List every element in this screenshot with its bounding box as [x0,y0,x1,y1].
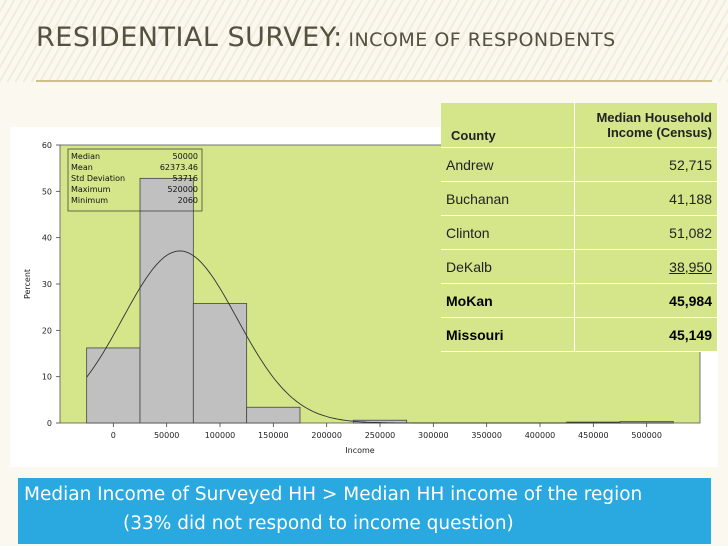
stats-value: 53716 [173,174,198,183]
table-cell-income: 51,082 [574,215,717,250]
table-row: DeKalb 38,950 [441,249,717,284]
table-row: Buchanan 41,188 [441,181,717,216]
table-header-income: Median Household Income (Census) [574,103,717,148]
footer-line-2: (33% did not respond to income question) [123,513,514,534]
table-cell-income: 45,149 [574,317,717,352]
table-cell-income: 38,950 [574,249,717,284]
y-tick-label: 60 [42,141,52,150]
histogram-bar [246,406,301,424]
x-tick-label: 400000 [525,431,556,440]
stats-label: Median [71,152,100,161]
table-cell-income: 52,715 [574,147,717,182]
stats-value: 50000 [173,152,198,161]
table-cell-county: Missouri [441,317,575,352]
y-tick-label: 0 [47,419,52,428]
histogram-bar [192,303,248,424]
table-cell-county: DeKalb [441,249,575,284]
table-row: MoKan 45,984 [441,283,717,318]
y-tick-label: 40 [42,234,52,243]
table-header-county: County [441,103,575,148]
x-tick-label: 0 [111,431,116,440]
title-divider [36,80,712,82]
table-row: Andrew 52,715 [441,147,717,182]
table-cell-county: Clinton [441,215,575,250]
normal-curve [86,250,674,424]
stats-label: Maximum [71,185,111,194]
x-tick-label: 200000 [311,431,342,440]
footer-line-1: Median Income of Surveyed HH > Median HH… [24,484,643,505]
table-cell-county: Buchanan [441,181,575,216]
table-cell-income: 41,188 [574,181,717,216]
x-axis-label: Income [345,446,375,455]
histogram-bar [139,177,194,424]
y-tick-label: 30 [42,280,52,289]
table-header-row: County Median Household Income (Census) [441,103,717,148]
stats-box [67,148,203,212]
x-tick-label: 450000 [578,431,609,440]
title-band [0,0,728,82]
y-tick-label: 20 [42,326,52,335]
county-income-table: County Median Household Income (Census) … [441,103,717,352]
x-tick-label: 500000 [631,431,662,440]
footer-callout: Median Income of Surveyed HH > Median HH… [18,478,711,544]
stats-value: 2060 [178,196,198,205]
stats-value: 520000 [167,185,198,194]
stats-label: Std Deviation [71,174,125,183]
slide-title: RESIDENTIAL SURVEY: INCOME OF RESPONDENT… [36,22,616,53]
table-cell-county: MoKan [441,283,575,318]
stats-value: 62373.46 [160,163,198,172]
y-tick-label: 50 [42,187,52,196]
slide-title-sub: INCOME OF RESPONDENTS [348,29,616,51]
x-tick-label: 350000 [471,431,502,440]
x-tick-label: 50000 [154,431,179,440]
table-cell-income: 45,984 [574,283,717,318]
x-tick-label: 100000 [205,431,236,440]
stats-label: Mean [71,163,93,172]
stats-label: Minimum [71,196,108,205]
slide-title-main: RESIDENTIAL SURVEY: [36,22,343,53]
y-tick-label: 10 [42,373,52,382]
x-tick-label: 300000 [418,431,449,440]
x-tick-label: 250000 [365,431,396,440]
table-cell-county: Andrew [441,147,575,182]
histogram-bar [86,347,141,424]
x-tick-label: 150000 [258,431,289,440]
table-row: Clinton 51,082 [441,215,717,250]
table-row: Missouri 45,149 [441,317,717,352]
y-axis-label: Percent [23,269,32,299]
